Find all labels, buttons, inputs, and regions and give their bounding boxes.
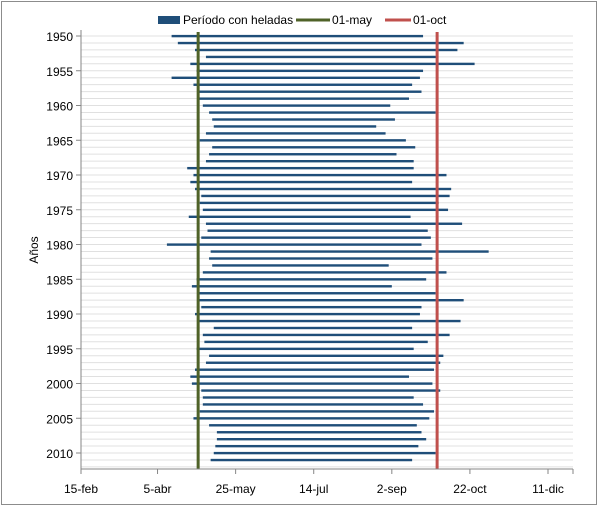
- frost-period-bar-1954: [190, 62, 475, 66]
- frost-period-bar-1968: [205, 160, 414, 163]
- frost-period-bar-1995: [196, 347, 414, 351]
- legend-label-may: 01-may: [332, 13, 372, 27]
- frost-period-bar-1975: [202, 208, 449, 212]
- frost-period-bar-1980: [166, 243, 422, 246]
- frost-period-bar-1969: [187, 166, 414, 170]
- frost-period-bar-1989: [201, 305, 422, 309]
- frost-period-bar-1966: [212, 146, 416, 149]
- frost-period-bar-1971: [190, 180, 413, 184]
- frost-period-bar-2009: [215, 444, 419, 448]
- y-tick-label: 1970: [46, 169, 73, 183]
- y-tick-label: 1960: [46, 100, 73, 114]
- y-tick-label: 2010: [46, 447, 73, 461]
- frost-period-bar-1961: [209, 111, 436, 114]
- y-axis-ticks: 1950 1955 1960 1965 1970 1975 1980 1985 1990 1995…: [46, 30, 81, 461]
- frost-period-bar-1982: [209, 257, 433, 260]
- frost-period-bar-1950: [171, 34, 424, 38]
- y-tick-label: 1980: [46, 239, 73, 253]
- y-tick-label: 1990: [46, 308, 73, 322]
- frost-period-bar-1952: [195, 48, 458, 52]
- frost-period-bar-1964: [205, 132, 386, 135]
- frost-period-bar-1994: [204, 340, 428, 344]
- frost-period-bar-2005: [193, 417, 430, 420]
- frost-period-bar-2000: [191, 382, 433, 385]
- frost-period-bar-1999: [190, 375, 409, 378]
- y-tick-label: 2000: [46, 378, 73, 392]
- frost-period-bar-1993: [202, 333, 450, 337]
- frost-period-bar-1951: [177, 41, 464, 45]
- frost-period-bar-1981: [210, 250, 489, 253]
- frost-period-bar-1974: [199, 201, 439, 205]
- frost-period-bar-1978: [207, 229, 428, 232]
- y-tick-label: 1975: [46, 204, 73, 218]
- y-axis-title: Años: [27, 236, 41, 263]
- reference-lines: [196, 32, 439, 469]
- frost-period-bars: [166, 34, 489, 462]
- axes: [80, 30, 573, 470]
- frost-period-bar-2001: [201, 389, 441, 392]
- frost-period-bar-2011: [210, 458, 413, 462]
- y-tick-label: 2005: [46, 412, 73, 426]
- frost-period-bar-2007: [216, 431, 422, 434]
- x-tick-label: 22-oct: [453, 482, 487, 496]
- x-tick-label: 15-feb: [64, 482, 98, 496]
- frost-period-bar-1983: [212, 264, 389, 267]
- frost-period-bar-2010: [213, 451, 436, 455]
- frost-period-bar-2003: [202, 403, 424, 406]
- frost-period-bar-1991: [198, 319, 461, 323]
- frost-period-bar-1970: [193, 173, 447, 177]
- legend-label-frost-period: Período con heladas: [183, 13, 293, 27]
- frost-period-bar-1977: [205, 222, 463, 225]
- frost-period-bar-1973: [201, 194, 450, 198]
- frost-period-bar-1960: [202, 104, 391, 107]
- frost-period-bar-1956: [171, 76, 420, 79]
- y-tick-label: 1950: [46, 30, 73, 44]
- frost-period-bar-1963: [213, 125, 377, 128]
- frost-period-bar-2006: [209, 424, 417, 427]
- frost-period-bar-1955: [196, 69, 424, 73]
- frost-period-bar-1959: [198, 97, 409, 100]
- frost-period-bar-1984: [202, 271, 447, 274]
- x-tick-label: 11-dic: [532, 482, 564, 496]
- frost-period-bar-1986: [191, 285, 392, 288]
- frost-period-bar-2002: [202, 396, 414, 399]
- legend-label-oct: 01-oct: [413, 13, 447, 27]
- y-tick-label: 1995: [46, 343, 73, 357]
- y-tick-label: 1985: [46, 273, 73, 287]
- frost-period-bar-1997: [205, 361, 441, 364]
- frost-period-bar-1972: [195, 187, 452, 191]
- frost-period-bar-1957: [193, 83, 413, 86]
- frost-period-bar-1953: [205, 55, 438, 59]
- frost-period-bar-2008: [216, 438, 427, 441]
- y-tick-label: 1955: [46, 65, 73, 79]
- frost-period-bar-1976: [188, 215, 411, 218]
- frost-period-bar-1965: [199, 139, 406, 142]
- frost-period-bar-1985: [196, 278, 427, 281]
- legend-swatch-frost-period: [158, 16, 180, 24]
- frost-period-bar-1958: [198, 90, 422, 93]
- frost-period-bar-1967: [209, 153, 397, 156]
- x-tick-label: 2-sep: [377, 482, 407, 496]
- x-axis-ticks: 15-feb 5-abr 25-may 14-jul 2-sep 22-oct 11-dic: [64, 469, 574, 496]
- frost-period-bar-1998: [195, 368, 434, 371]
- x-tick-label: 5-abr: [144, 482, 172, 496]
- frost-period-bar-1979: [201, 236, 431, 239]
- frost-period-bar-1962: [212, 118, 395, 121]
- frost-period-bar-1992: [213, 326, 413, 330]
- frost-period-bar-1996: [209, 354, 444, 357]
- legend: Período con heladas 01-may 01-oct: [158, 13, 447, 27]
- frost-period-bar-1988: [198, 299, 464, 302]
- x-tick-label: 25-may: [216, 482, 256, 496]
- frost-period-bar-2004: [199, 410, 434, 413]
- frost-period-bar-1990: [195, 312, 420, 316]
- frost-period-bar-1987: [198, 292, 436, 295]
- x-tick-label: 14-jul: [299, 482, 328, 496]
- y-tick-label: 1965: [46, 134, 73, 148]
